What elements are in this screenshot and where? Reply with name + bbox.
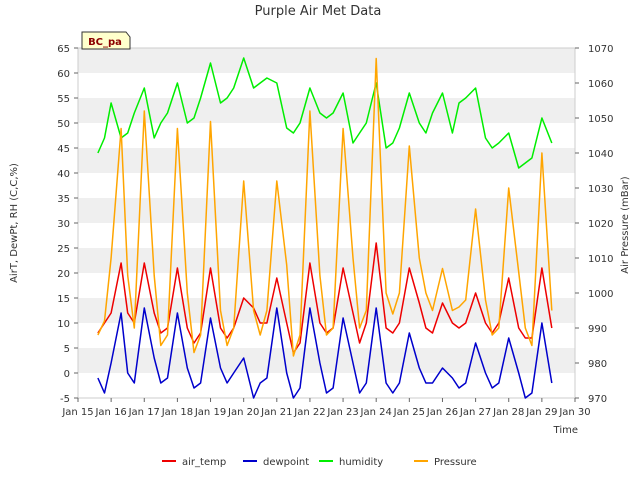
- series-layer: [97, 57, 553, 399]
- y-right-tick-label: 970: [588, 394, 607, 405]
- y-left-tick-label: -5: [60, 394, 70, 405]
- x-tick-label: Jan 23: [326, 407, 358, 418]
- y-right-tick-label: 1020: [588, 219, 613, 230]
- y-axis-left-title: AirT, DewPt, RH (C,C,%): [9, 163, 20, 283]
- chart-title: Purple Air Met Data: [255, 4, 382, 19]
- grid-band: [78, 198, 575, 223]
- x-tick-label: Jan 28: [492, 407, 524, 418]
- x-tick-label: Jan 30: [558, 407, 590, 418]
- grid-band: [78, 48, 575, 73]
- y-left-tick-label: 40: [57, 169, 70, 180]
- y-right-tick-label: 1040: [588, 149, 613, 160]
- y-left-tick-label: 30: [57, 219, 70, 230]
- legend-label: Pressure: [434, 457, 477, 468]
- legend-label: dewpoint: [263, 457, 309, 468]
- series-line-dewpoint: [97, 307, 553, 399]
- y-right-tick-label: 1070: [588, 44, 613, 55]
- y-axis-right-title: Air Pressure (mBar): [620, 176, 631, 274]
- y-axis-right: 970 980 990 1000 1010 1020 1030 1040 1050 1060 107…: [575, 44, 613, 405]
- background-bands: [78, 48, 575, 373]
- station-badge: BC_pa: [81, 31, 131, 50]
- y-left-tick-label: 10: [57, 319, 70, 330]
- station-badge-label: BC_pa: [88, 37, 122, 48]
- y-left-tick-label: 55: [57, 94, 70, 105]
- x-tick-label: Jan 24: [360, 407, 392, 418]
- x-tick-label: Jan 18: [161, 407, 193, 418]
- y-right-tick-label: 1060: [588, 79, 613, 90]
- x-axis: Jan 15 Jan 16 Jan 17 Jan 18 Jan 19 Jan 20 Jan …: [61, 398, 591, 418]
- y-left-tick-label: 20: [57, 269, 70, 280]
- y-right-tick-label: 980: [588, 359, 607, 370]
- y-left-tick-label: 45: [57, 144, 70, 155]
- series-line-pressure: [97, 57, 553, 357]
- x-tick-label: Jan 15: [61, 407, 93, 418]
- y-right-tick-label: 990: [588, 324, 607, 335]
- y-right-tick-label: 1000: [588, 289, 613, 300]
- x-tick-label: Jan 27: [459, 407, 491, 418]
- series-line-humidity: [97, 57, 553, 169]
- legend-label: air_temp: [182, 457, 226, 468]
- x-tick-label: Jan 29: [525, 407, 557, 418]
- y-right-tick-label: 1050: [588, 114, 613, 125]
- y-left-tick-label: 60: [57, 69, 70, 80]
- grid-band: [78, 298, 575, 323]
- y-axis-left: -5 0 5 10 15 20 25 30 35 40 45 50 55 60 65: [57, 44, 78, 405]
- legend: air_temp dewpoint humidity Pressure: [162, 457, 477, 468]
- grid-band: [78, 348, 575, 373]
- x-tick-label: Jan 20: [227, 407, 259, 418]
- y-left-tick-label: 25: [57, 244, 70, 255]
- y-left-tick-label: 15: [57, 294, 70, 305]
- x-tick-label: Jan 22: [293, 407, 325, 418]
- y-left-tick-label: 35: [57, 194, 70, 205]
- x-axis-title: Time: [553, 425, 578, 436]
- grid-band: [78, 98, 575, 123]
- y-left-tick-label: 50: [57, 119, 70, 130]
- x-tick-label: Jan 26: [426, 407, 458, 418]
- x-tick-label: Jan 19: [194, 407, 226, 418]
- series-line-air-temp: [97, 242, 553, 354]
- x-tick-label: Jan 16: [94, 407, 126, 418]
- y-left-tick-label: 5: [64, 344, 70, 355]
- y-left-tick-label: 65: [57, 44, 70, 55]
- grid-band: [78, 248, 575, 273]
- x-tick-label: Jan 25: [393, 407, 425, 418]
- y-left-tick-label: 0: [64, 369, 70, 380]
- legend-label: humidity: [339, 457, 383, 468]
- x-tick-label: Jan 17: [128, 407, 160, 418]
- y-right-tick-label: 1030: [588, 184, 613, 195]
- x-tick-label: Jan 21: [260, 407, 292, 418]
- y-right-tick-label: 1010: [588, 254, 613, 265]
- grid-band: [78, 148, 575, 173]
